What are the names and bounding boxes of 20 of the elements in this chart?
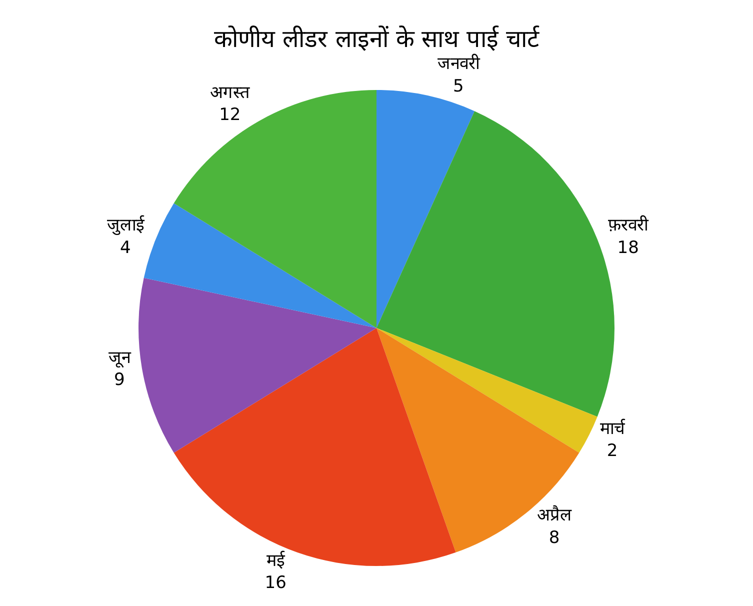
slice-label: जनवरी	[437, 53, 480, 74]
pie-slice	[138, 278, 376, 453]
data-label: 5	[453, 76, 464, 96]
data-label: 8	[548, 528, 560, 548]
data-label: 9	[114, 370, 125, 390]
chart-title: कोणीय लीडर लाइनों के साथ पाई चार्ट	[214, 25, 540, 54]
slice-label: मई	[266, 550, 286, 572]
data-label: 2	[606, 441, 618, 462]
slice-label: फ़रवरी	[608, 214, 650, 236]
data-label: 18	[617, 238, 639, 258]
data-label: 12	[219, 105, 241, 126]
slice-label: अगस्त	[210, 83, 250, 104]
pie-slice	[376, 328, 580, 552]
slice-label: मार्च	[600, 418, 626, 439]
data-label: 4	[120, 238, 131, 258]
slice-label: जून	[108, 348, 132, 368]
slice-label: जुलाई	[106, 214, 145, 236]
data-label: 16	[264, 573, 286, 594]
slice-label: अप्रैल	[536, 504, 572, 526]
pie-slice	[376, 328, 598, 453]
